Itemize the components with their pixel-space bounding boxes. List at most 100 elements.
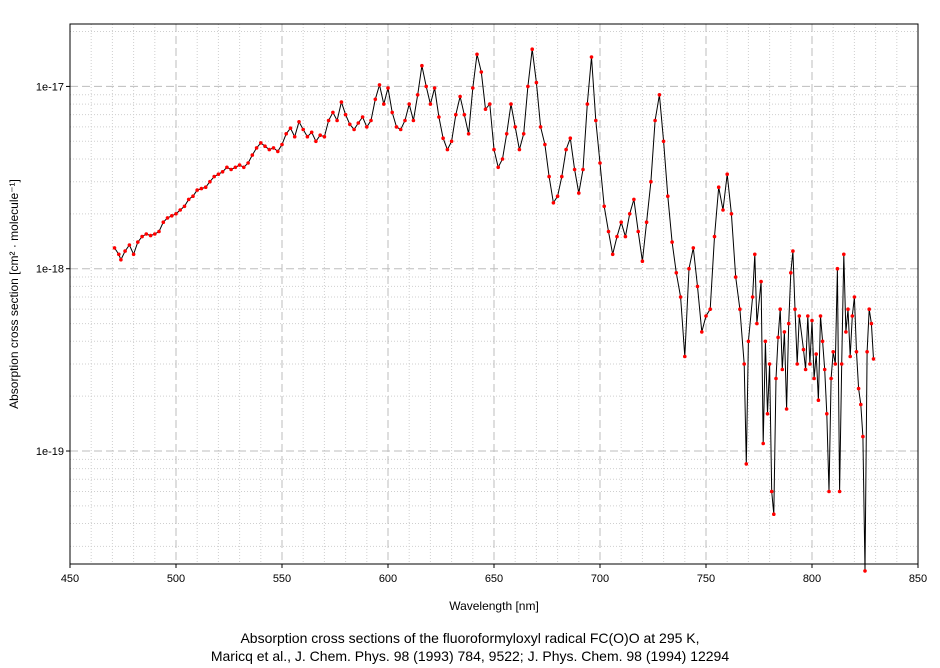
data-point [691,246,696,250]
data-point [288,126,293,130]
data-point [140,234,144,239]
data-point [636,229,640,234]
data-point [297,120,301,124]
data-point [850,314,855,318]
data-point [191,194,195,198]
data-point [564,147,568,152]
data-point [479,70,484,74]
data-point [577,191,581,195]
x-tick-label: 800 [803,573,821,585]
data-point [708,307,712,312]
data-point [814,352,818,356]
data-point [644,220,649,224]
data-point [761,441,765,446]
data-point [835,266,840,271]
data-point [186,197,191,202]
data-point [475,52,479,57]
data-point [182,204,187,209]
caption-line-1: Absorption cross sections of the fluorof… [240,630,700,646]
data-point [441,136,445,140]
data-point [784,407,789,411]
x-tick-label: 450 [61,573,79,585]
data-point [833,362,838,366]
data-point [343,112,348,117]
data-point [165,216,170,220]
data-point [867,307,871,312]
data-point [203,185,208,189]
x-tick-label: 650 [485,573,503,585]
data-point [153,232,157,236]
data-point [331,110,335,115]
data-point [568,136,573,140]
data-point [466,132,471,136]
data-point [825,412,829,416]
data-point [829,376,833,381]
data-point [863,569,867,573]
data-point [263,144,267,148]
data-point [627,212,632,216]
data-point [589,55,594,59]
data-point [560,174,564,179]
data-point [594,118,598,123]
data-point [839,362,844,366]
data-point [513,125,517,129]
data-point [339,100,344,104]
data-point [753,252,757,257]
data-point [649,179,653,184]
data-point [242,165,246,170]
data-point [602,204,606,209]
data-point [619,220,623,224]
data-point [822,367,827,372]
data-point [543,142,547,147]
data-point [407,102,412,106]
data-point [721,208,725,212]
x-tick-label: 850 [909,573,927,585]
data-point [254,146,259,150]
data-point [496,165,501,170]
data-point [131,252,136,257]
data-point [712,234,717,239]
data-point [373,97,378,102]
data-point [831,350,835,354]
data-point [795,362,799,366]
data-point [738,307,742,312]
data-point [445,147,450,152]
data-point [112,246,117,250]
data-point [801,347,806,352]
data-point [322,134,327,139]
data-point [687,266,691,271]
data-point [301,127,306,132]
x-tick-label: 750 [697,573,715,585]
data-point [806,314,810,318]
data-point [869,321,874,326]
data-point [462,112,467,117]
y-tick-label: 1e-17 [36,81,64,93]
data-point [432,86,437,90]
data-point [733,275,738,279]
data-point [871,357,876,361]
data-point [233,165,238,170]
data-point [377,83,382,87]
data-point [382,102,386,106]
data-point [216,172,221,176]
data-point [742,362,746,366]
data-point [237,163,242,167]
data-point [119,257,123,262]
series-line [114,49,874,571]
data-point [555,194,560,198]
data-point [178,208,182,212]
data-point [428,102,433,106]
data-point [437,115,441,119]
data-point [276,149,280,154]
data-point [827,489,831,494]
data-point [415,93,420,97]
data-point [695,284,700,289]
data-point [271,146,276,150]
data-point [420,63,424,68]
data-point [348,122,352,127]
data-point [674,271,679,275]
data-point [305,134,310,139]
data-point [170,214,174,218]
data-point [661,139,666,144]
